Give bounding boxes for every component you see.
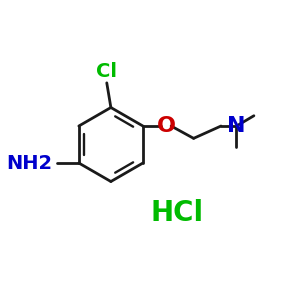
Text: Cl: Cl xyxy=(96,62,117,82)
Text: NH2: NH2 xyxy=(7,154,53,172)
Text: HCl: HCl xyxy=(150,199,203,227)
Text: O: O xyxy=(157,116,176,136)
Text: N: N xyxy=(227,116,245,136)
